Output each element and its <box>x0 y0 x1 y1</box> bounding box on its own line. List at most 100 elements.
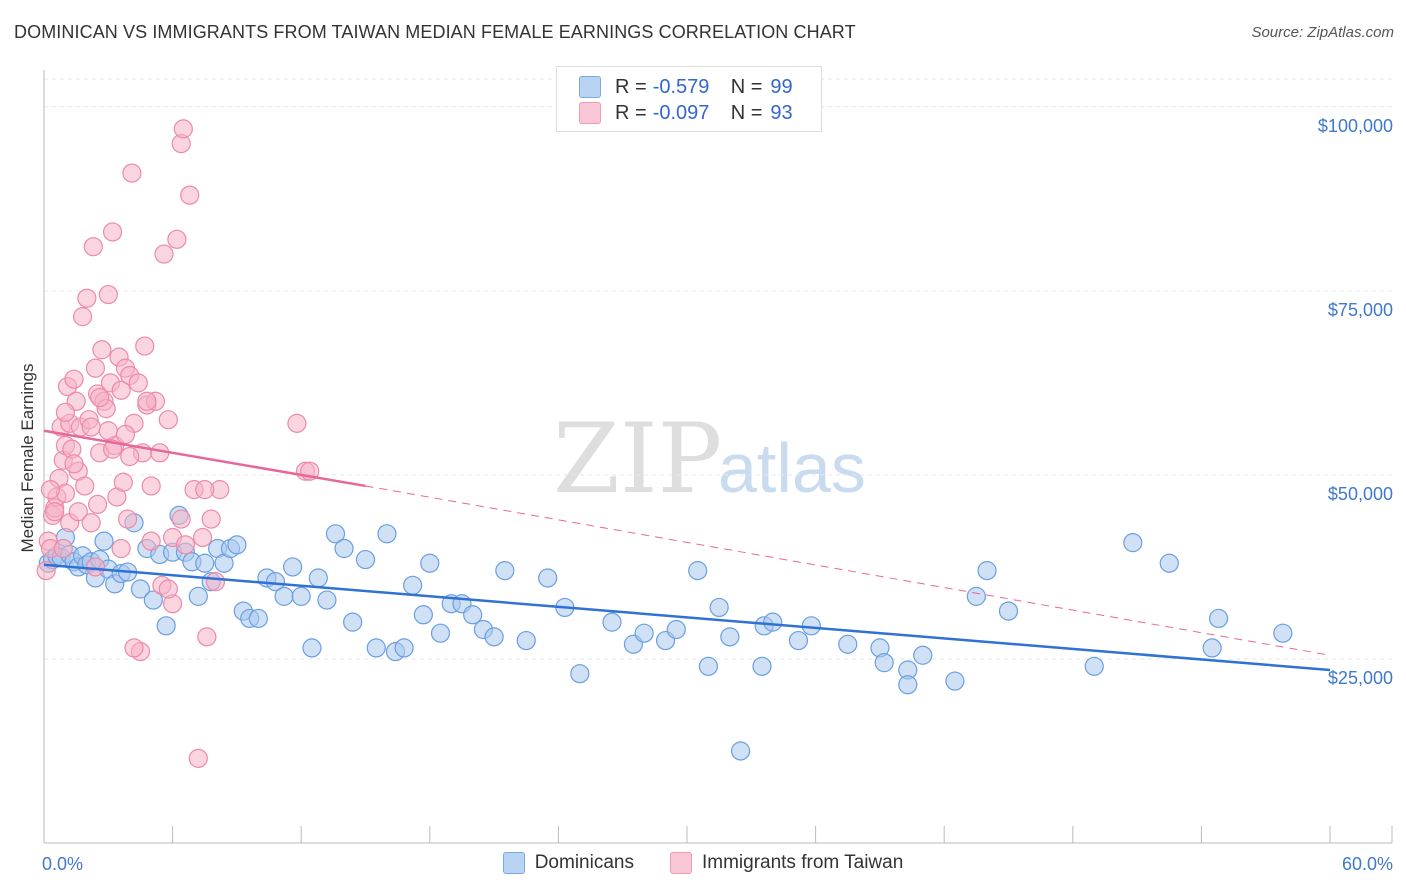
dominican-point <box>720 627 740 647</box>
taiwan-point <box>102 222 123 242</box>
taiwan-point <box>92 340 112 360</box>
dominican-point <box>420 553 440 573</box>
dominican-point <box>484 627 504 647</box>
taiwan-point <box>120 446 140 467</box>
taiwan-point <box>102 439 123 459</box>
dominican-point <box>602 612 622 632</box>
taiwan-point <box>111 380 131 400</box>
taiwan-point <box>40 480 61 500</box>
dominican-point <box>495 561 515 581</box>
dominican-point <box>343 612 363 632</box>
taiwan-trend-line <box>43 429 366 488</box>
legend-r-value: -0.579 <box>652 75 710 98</box>
dominican-point <box>188 586 208 606</box>
taiwan-point <box>85 557 106 577</box>
dominican-point <box>688 561 708 581</box>
dominican-point <box>283 557 303 577</box>
taiwan-point <box>124 638 144 658</box>
dominican-point <box>355 549 376 570</box>
dominican-point <box>898 675 918 695</box>
correlation-legend: R = -0.579 N = 99 R = -0.097 N = 93 <box>556 66 822 132</box>
taiwan-point <box>167 229 187 249</box>
dominican-point <box>325 524 346 544</box>
y-axis-label: Median Female Earnings <box>18 364 37 553</box>
taiwan-point <box>193 527 213 548</box>
taiwan-point <box>98 284 118 305</box>
dominican-trend-line <box>43 563 1331 672</box>
dominican-point <box>156 616 176 636</box>
dominican-point <box>1084 656 1104 676</box>
taiwan-point <box>115 424 136 445</box>
taiwan-point <box>171 509 191 529</box>
legend-row-dominicans: R = -0.579 N = 99 <box>579 75 793 99</box>
dominican-point <box>698 656 719 676</box>
chart-title: DOMINICAN VS IMMIGRANTS FROM TAIWAN MEDI… <box>14 22 856 42</box>
taiwan-point <box>287 413 307 433</box>
taiwan-point <box>81 417 101 437</box>
taiwan-point <box>205 572 226 592</box>
dominican-point <box>966 586 986 606</box>
legend-n-label: N = <box>730 101 763 124</box>
dominican-point <box>570 664 590 684</box>
watermark-zip: ZIP <box>553 403 722 515</box>
dominican-point <box>377 524 397 544</box>
points-layer <box>36 119 1293 768</box>
dominican-point <box>998 601 1019 621</box>
watermark-atlas: atlas <box>718 429 866 507</box>
y-tick-label: $75,000 <box>1328 300 1393 320</box>
source-credit: Source: ZipAtlas.com <box>1251 24 1394 41</box>
legend-label-taiwan: Immigrants from Taiwan <box>701 852 904 873</box>
dominican-point <box>709 597 729 618</box>
legend-r-value: -0.097 <box>652 101 710 124</box>
y-tick-label: $50,000 <box>1328 484 1393 504</box>
legend-item-dominicans[interactable]: Dominicans <box>502 852 634 874</box>
dominican-point <box>1202 638 1222 658</box>
dominican-point <box>730 741 751 761</box>
dominican-point <box>403 575 423 595</box>
blue-swatch <box>502 852 525 874</box>
taiwan-point <box>64 454 84 474</box>
taiwan-point <box>113 472 133 492</box>
taiwan-point <box>175 535 196 555</box>
legend-n-value: 93 <box>770 101 793 124</box>
taiwan-point <box>75 476 95 496</box>
taiwan-point <box>201 509 221 529</box>
taiwan-point <box>154 244 174 264</box>
legend-n-value: 99 <box>770 75 793 98</box>
dominican-point <box>516 630 536 651</box>
legend-n-label: N = <box>730 75 763 98</box>
taiwan-point <box>135 336 155 356</box>
taiwan-point <box>188 748 208 768</box>
taiwan-point <box>111 538 131 559</box>
dominican-point <box>413 605 433 625</box>
dominican-point <box>1159 553 1179 573</box>
dominican-point <box>248 608 268 629</box>
taiwan-point <box>197 627 217 647</box>
dominican-point <box>130 579 151 599</box>
dominican-point <box>1208 608 1229 629</box>
dominican-point <box>838 634 858 654</box>
taiwan-point <box>117 509 138 529</box>
taiwan-point <box>64 369 84 389</box>
taiwan-point <box>72 307 93 327</box>
dominican-point <box>94 531 114 551</box>
dominican-point <box>302 638 322 658</box>
dominican-point <box>763 612 783 632</box>
legend-item-taiwan[interactable]: Immigrants from Taiwan <box>669 852 904 874</box>
dominican-point <box>334 538 354 559</box>
legend-r-label: R = <box>615 75 647 98</box>
taiwan-point <box>55 402 76 422</box>
dominican-point <box>666 619 686 640</box>
taiwan-point <box>158 410 178 430</box>
blue-swatch <box>579 76 601 98</box>
dominican-point <box>394 638 414 658</box>
dominican-point <box>977 561 997 581</box>
dominican-point <box>195 553 215 573</box>
dominican-point <box>143 590 163 610</box>
dominican-point <box>1123 533 1143 553</box>
dominican-point <box>291 586 311 606</box>
taiwan-point <box>83 237 103 257</box>
taiwan-point <box>85 358 106 378</box>
series-legend: Dominicans Immigrants from Taiwan <box>0 852 1406 874</box>
